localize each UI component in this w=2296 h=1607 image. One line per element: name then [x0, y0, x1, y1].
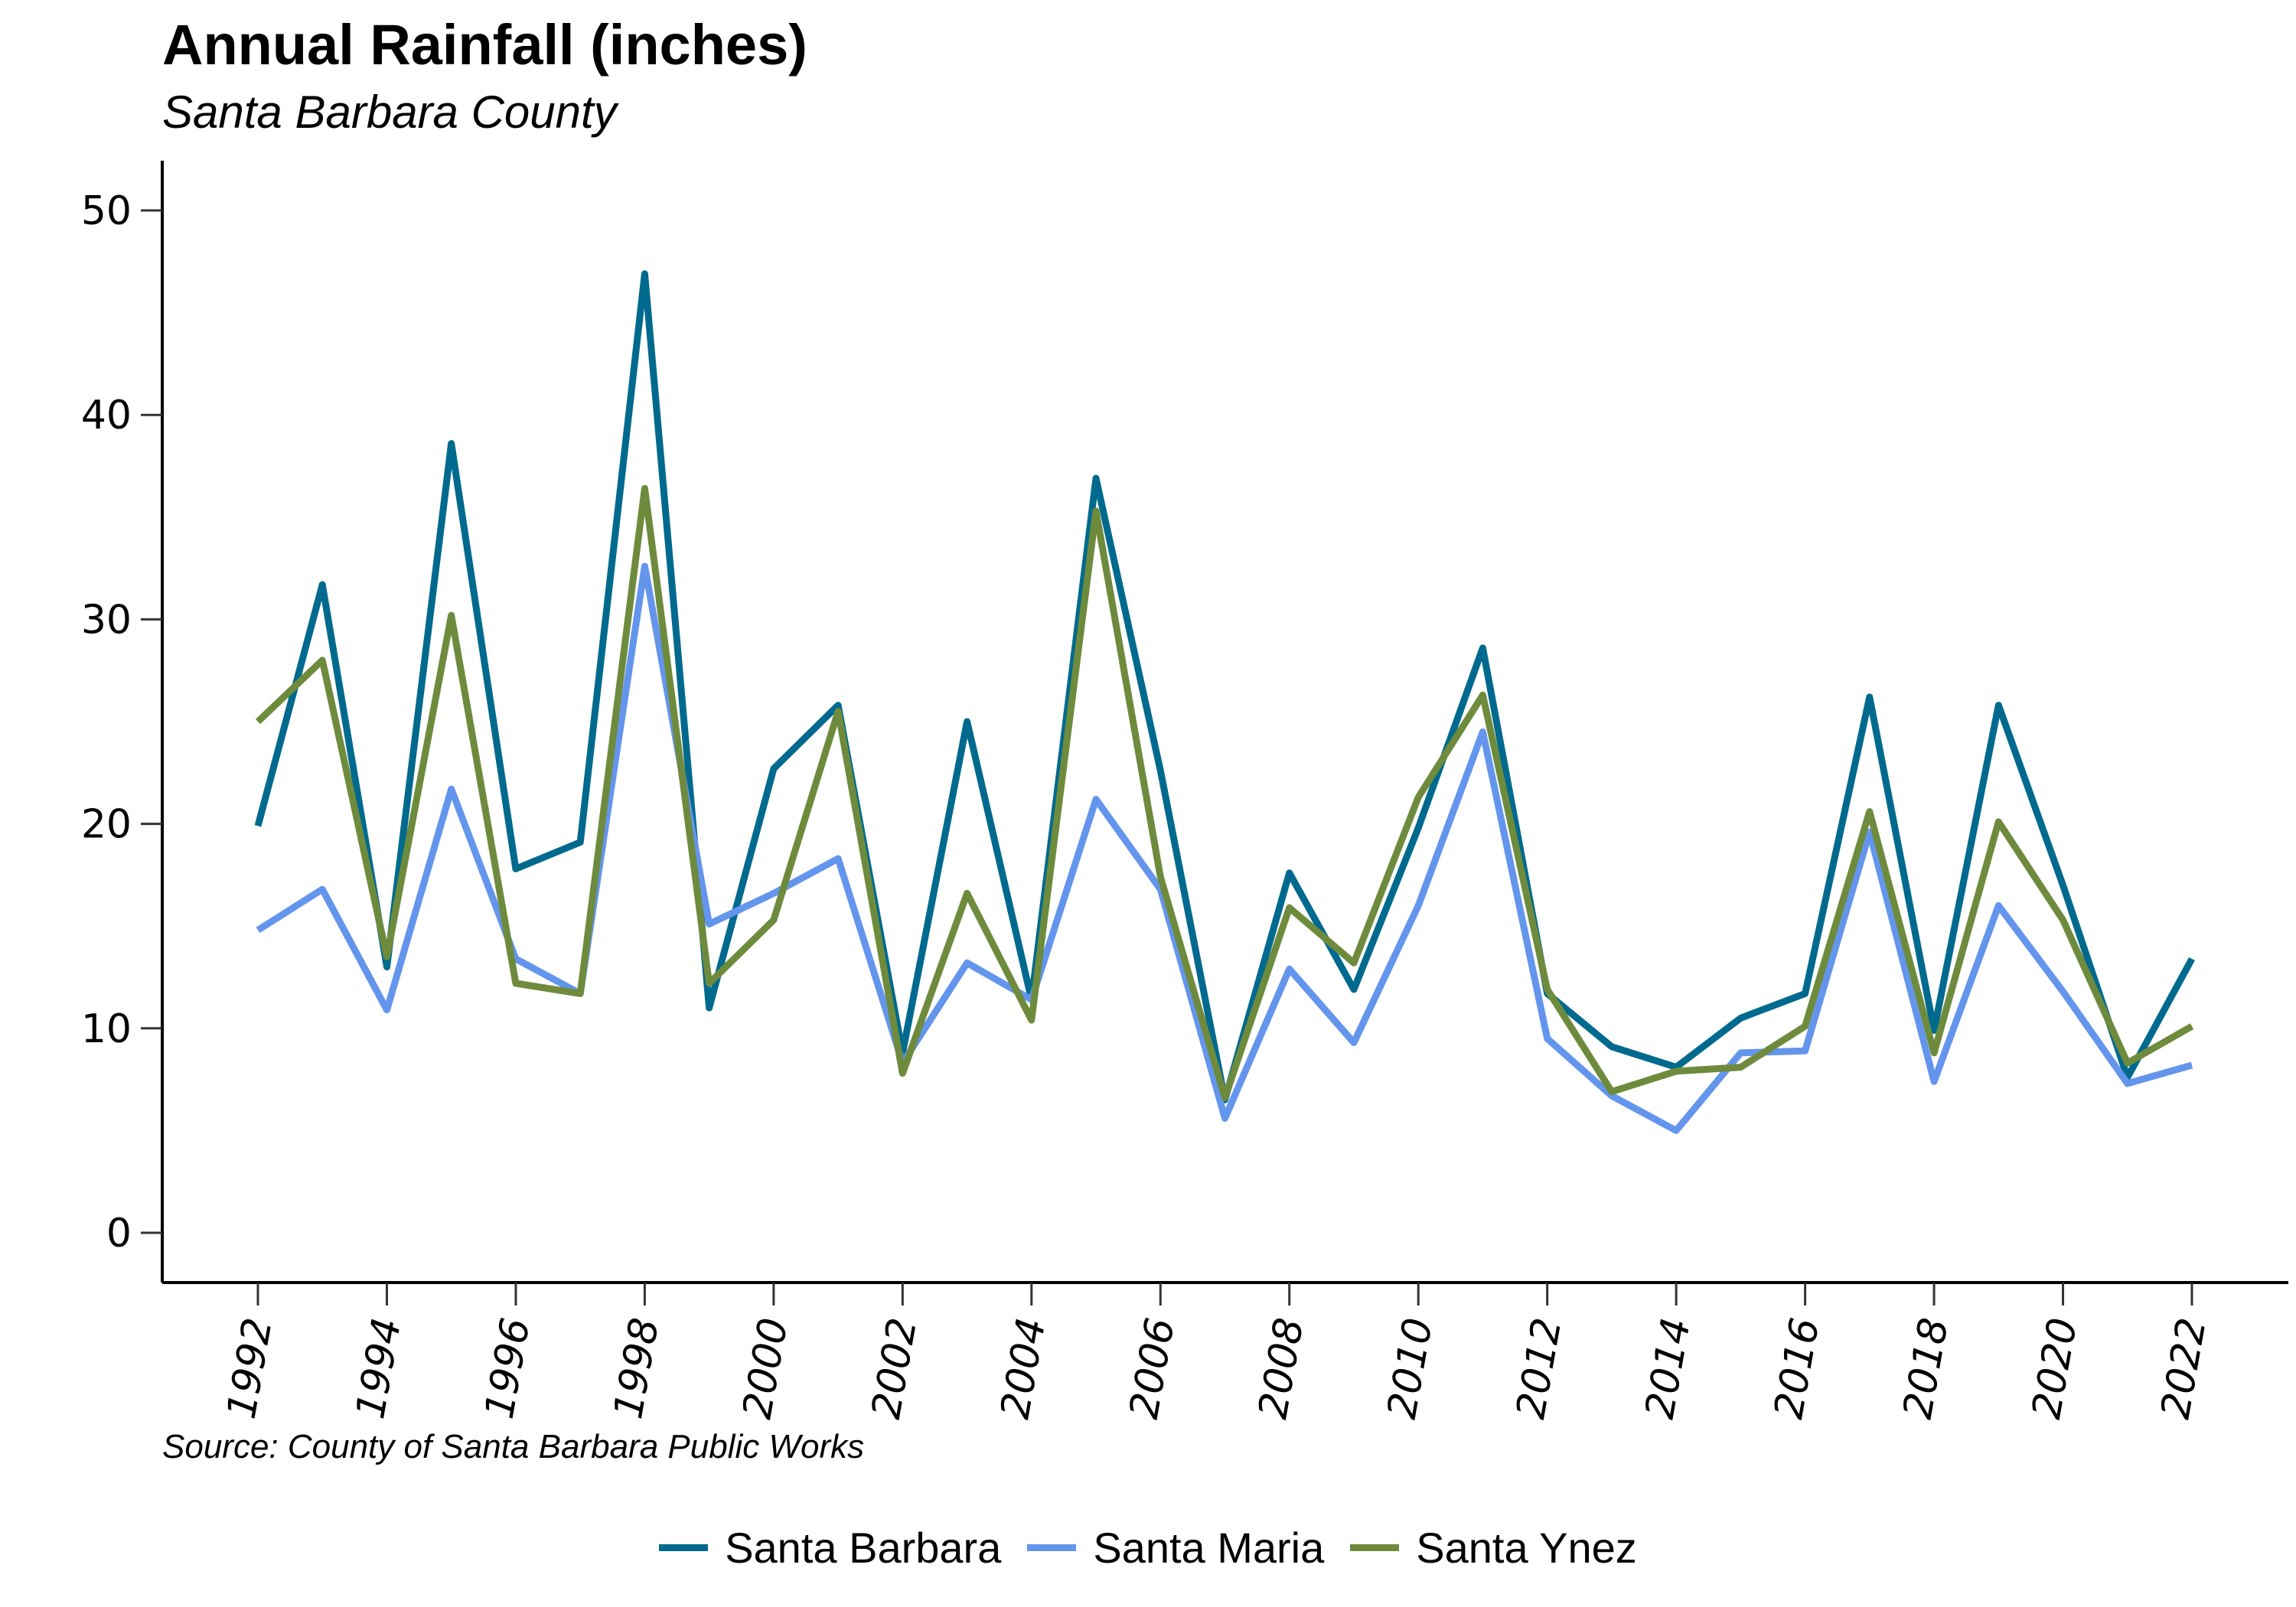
y-tick-label: 30 [81, 597, 132, 643]
x-tick-label: 2010 [1379, 1315, 1442, 1423]
legend-swatch [1350, 1544, 1400, 1551]
legend-label: Santa Maria [1093, 1524, 1325, 1572]
x-tick-label: 2008 [1250, 1315, 1313, 1423]
y-tick-label: 20 [81, 802, 132, 848]
x-tick-label: 2018 [1895, 1315, 1958, 1423]
x-tick-label: 2000 [735, 1315, 797, 1423]
chart-title: Annual Rainfall (inches) [162, 13, 807, 77]
x-tick-label: 1998 [605, 1315, 668, 1423]
x-tick-label: 2022 [2153, 1315, 2216, 1423]
y-tick-label: 10 [81, 1006, 132, 1052]
x-tick-label: 1992 [219, 1315, 282, 1423]
legend-swatch [1027, 1544, 1077, 1551]
x-tick-label: 2002 [863, 1315, 926, 1423]
legend-item-santa-barbara: Santa Barbara [659, 1523, 1001, 1573]
x-tick-label: 2014 [1637, 1315, 1700, 1423]
x-tick-label: 1994 [347, 1315, 410, 1423]
series-lines [254, 270, 2195, 1134]
source-note: Source: County of Santa Barbara Public W… [162, 1428, 865, 1465]
series-line-santa-ynez [255, 484, 2194, 1102]
y-tick-label: 40 [81, 393, 132, 438]
legend-item-santa-maria: Santa Maria [1027, 1523, 1324, 1573]
legend-label: Santa Barbara [725, 1524, 1002, 1572]
y-tick-label: 50 [81, 188, 132, 234]
legend-item-santa-ynez: Santa Ynez [1350, 1523, 1637, 1573]
y-tick-label: 0 [106, 1211, 132, 1257]
x-tick-label: 2012 [1508, 1315, 1570, 1423]
chart-subtitle: Santa Barbara County [162, 86, 617, 138]
x-tick-label: 2020 [2024, 1315, 2086, 1423]
x-tick-label: 2016 [1766, 1315, 1828, 1423]
legend-swatch [659, 1544, 709, 1551]
x-tick-label: 1996 [477, 1315, 540, 1423]
x-tick-label: 2004 [993, 1315, 1055, 1423]
axes: 0 10 20 30 40 50 1992 1994 1996 1998 2000 2002 2004 2… [81, 161, 2288, 1423]
legend-label: Santa Ynez [1416, 1524, 1637, 1572]
legend: Santa Barbara Santa Maria Santa Ynez [0, 1523, 2296, 1573]
x-tick-label: 2006 [1121, 1315, 1184, 1423]
